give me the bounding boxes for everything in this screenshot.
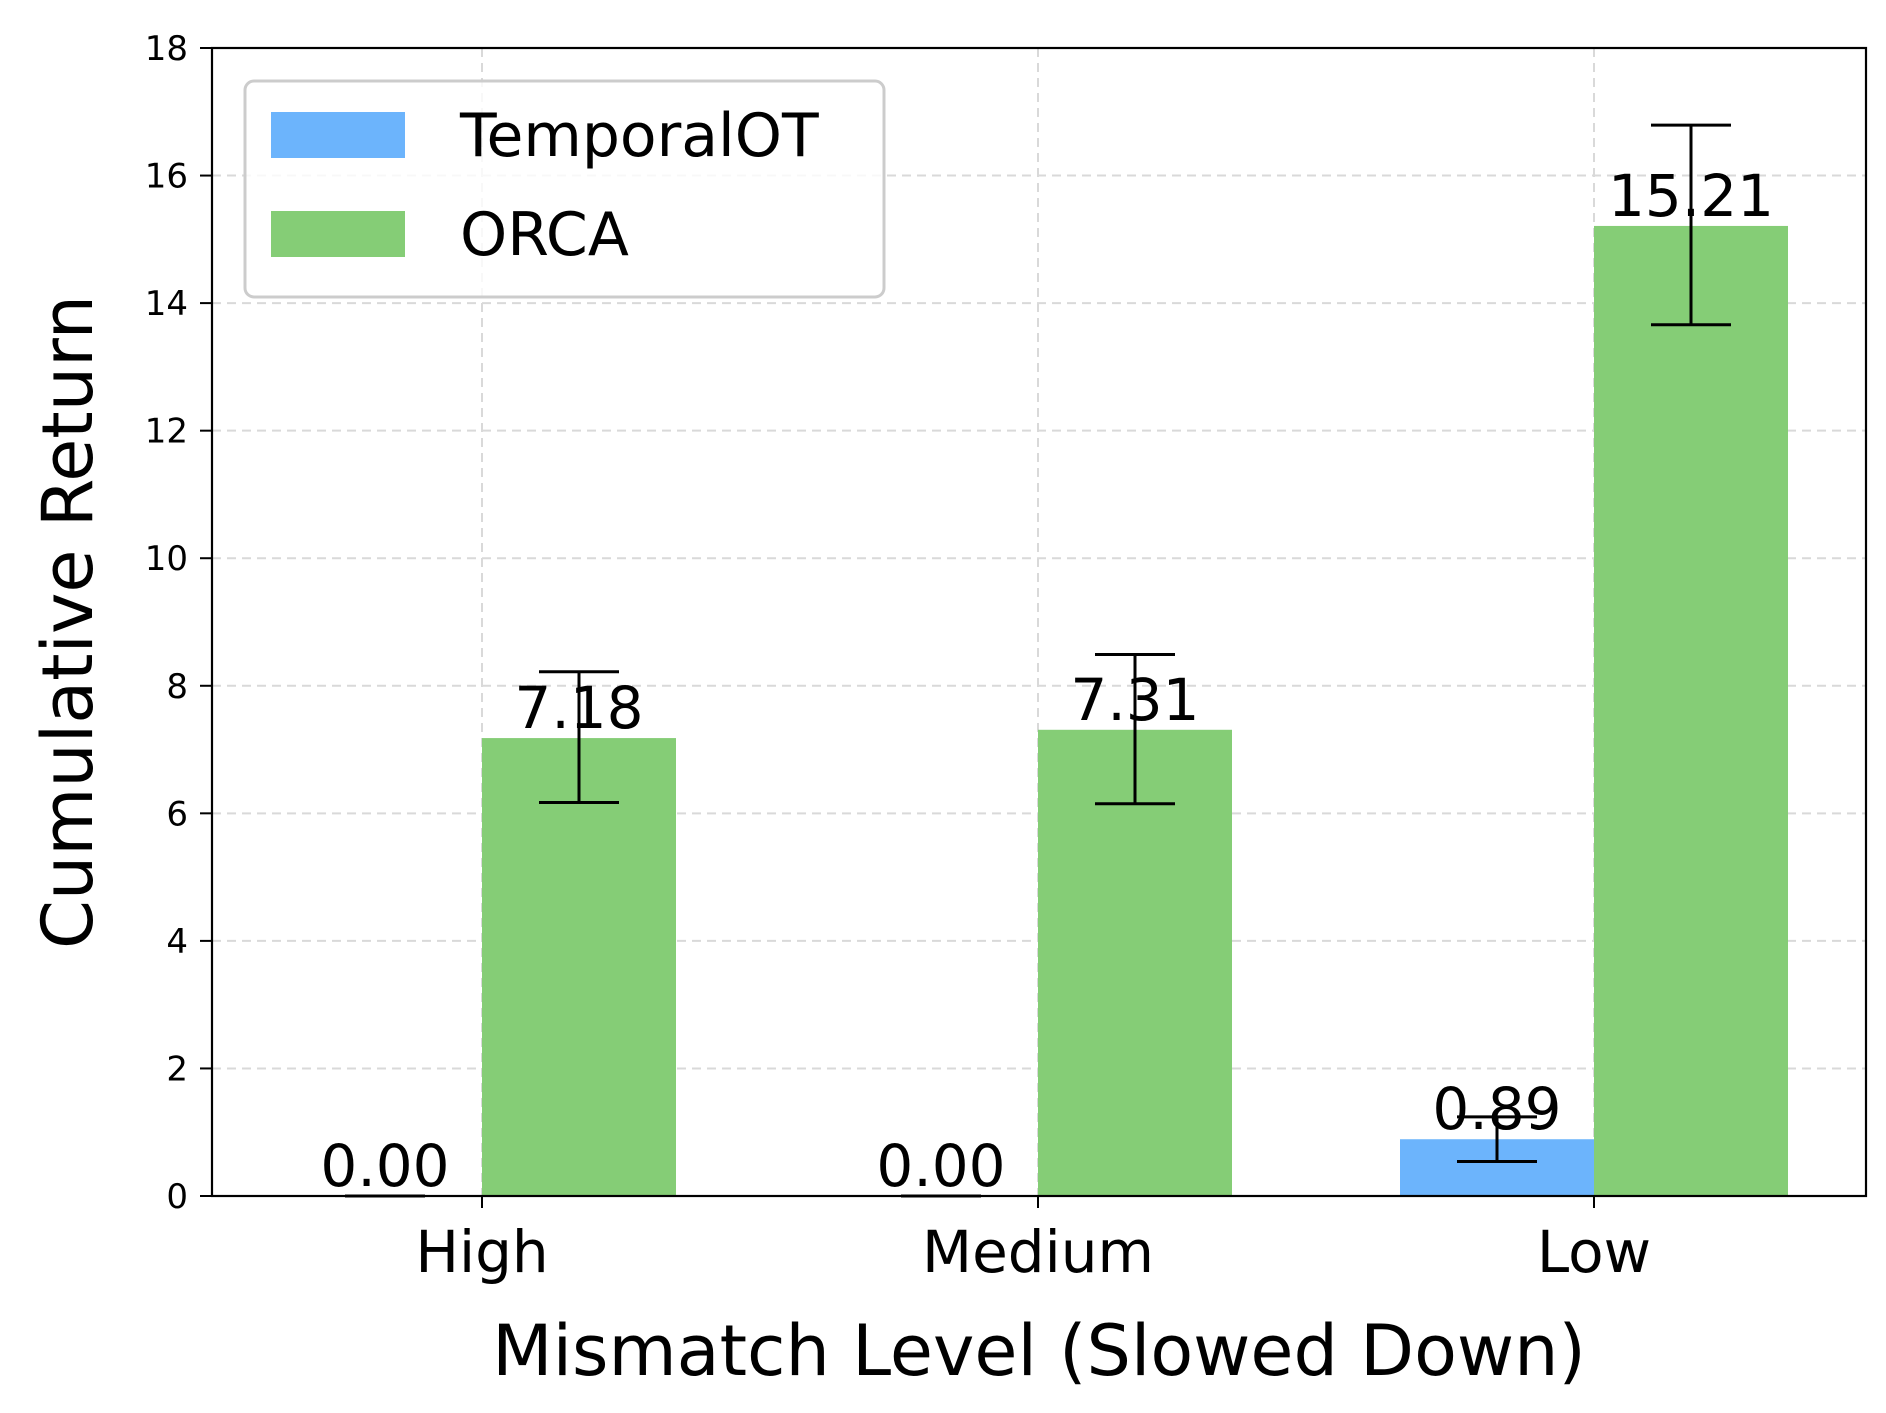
legend: TemporalOT ORCA (243, 79, 886, 299)
bar-value-label: 7.31 (1070, 666, 1199, 734)
y-tick-label: 8 (166, 667, 188, 707)
y-tick-label: 16 (145, 157, 188, 197)
y-tick-label: 18 (145, 29, 188, 69)
x-axis-ticks: High Medium Low (415, 1196, 1651, 1286)
bar-value-label: 0.00 (876, 1132, 1005, 1200)
x-tick-label: Medium (922, 1218, 1154, 1286)
bar-orca-low (1594, 225, 1788, 1196)
y-tick-label: 4 (166, 922, 188, 962)
x-tick-label: High (415, 1218, 548, 1286)
bars (482, 225, 1788, 1196)
y-tick-label: 6 (166, 794, 188, 834)
bar-value-label: 0.89 (1432, 1075, 1561, 1143)
bar-value-labels: 0.00 0.00 0.89 7.18 7.31 15.21 (320, 162, 1774, 1200)
y-tick-label: 0 (166, 1177, 188, 1217)
legend-swatch-temporalot (271, 112, 405, 158)
legend-label-temporalot: TemporalOT (459, 101, 819, 171)
bar-value-label: 0.00 (320, 1132, 449, 1200)
y-axis-ticks: 0 2 4 6 8 10 12 14 16 18 (145, 29, 212, 1217)
bar-value-label: 15.21 (1608, 162, 1774, 230)
bar-orca-medium (1038, 729, 1232, 1196)
y-tick-label: 12 (145, 412, 188, 452)
x-tick-label: Low (1537, 1218, 1651, 1286)
y-tick-label: 10 (145, 539, 188, 579)
x-axis-label: Mismatch Level (Slowed Down) (492, 1310, 1586, 1392)
y-axis-label: Cumulative Return (27, 295, 109, 949)
legend-label-orca: ORCA (460, 200, 629, 270)
y-tick-label: 2 (166, 1049, 188, 1089)
bar-orca-high (482, 738, 676, 1196)
error-bars (345, 123, 1731, 1198)
bar-value-label: 7.18 (514, 674, 643, 742)
y-tick-label: 14 (145, 284, 188, 324)
legend-swatch-orca (271, 211, 405, 257)
